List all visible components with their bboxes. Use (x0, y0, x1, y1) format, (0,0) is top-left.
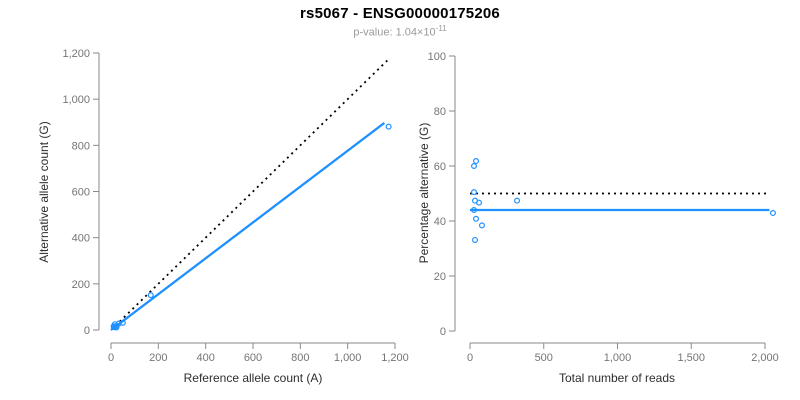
x-tick-label: 1,500 (677, 352, 705, 364)
allele-counts-scatter: 0 200 400 600 800 1,000 1,200 0 200 400 600 800 1,00… (62, 48, 408, 364)
pvalue-exponent: -11 (435, 24, 447, 33)
right-yaxis-title: Percentage alternative (G) (417, 123, 431, 264)
y-tick-label: 1,000 (62, 94, 90, 106)
plot-subtitle: p-value: 1.04×10-11 (0, 24, 800, 39)
x-tick-label: 0 (108, 352, 114, 364)
data-point (472, 236, 479, 243)
left-yaxis-title: Alternative allele count (G) (37, 121, 51, 262)
y-tick-label: 400 (72, 233, 90, 245)
y-tick-label: 60 (434, 161, 446, 173)
x-tick-label: 1,000 (604, 352, 632, 364)
identity-line (110, 59, 389, 331)
fit-line (110, 122, 386, 331)
y-tick-label: 20 (434, 271, 446, 283)
y-tick-label: 1,200 (62, 48, 90, 60)
y-tick-label: 0 (440, 326, 446, 338)
y-tick-label: 80 (434, 106, 446, 118)
data-point (470, 189, 477, 196)
data-point (119, 319, 126, 326)
y-tick-label: 40 (434, 216, 446, 228)
data-point (113, 324, 120, 331)
data-point (470, 163, 477, 170)
data-point (473, 215, 480, 222)
pvalue-base: 1.04×10 (395, 26, 436, 39)
y-tick-label: 0 (84, 325, 90, 337)
data-point (470, 207, 477, 214)
x-tick-label: 0 (467, 352, 473, 364)
x-tick-label: 600 (244, 352, 262, 364)
data-point (478, 222, 485, 229)
percentage-vs-reads-scatter: 0 20 40 60 80 100 0 500 1,000 1,500 2,000 (428, 51, 779, 364)
data-point (147, 292, 154, 299)
x-tick-label: 1,200 (381, 352, 409, 364)
x-tick-label: 200 (149, 352, 167, 364)
data-point (473, 158, 480, 165)
left-xaxis-title: Reference allele count (A) (184, 371, 323, 385)
x-tick-label: 500 (535, 352, 553, 364)
y-tick-label: 800 (72, 140, 90, 152)
data-point (475, 199, 482, 206)
data-point (769, 210, 776, 217)
y-tick-label: 600 (72, 187, 90, 199)
x-tick-label: 2,000 (751, 352, 779, 364)
plot-title: rs5067 - ENSG00000175206 (300, 5, 500, 22)
x-tick-label: 800 (291, 352, 309, 364)
data-point (385, 123, 392, 130)
y-tick-label: 200 (72, 279, 90, 291)
x-tick-label: 1,000 (334, 352, 362, 364)
right-xaxis-title: Total number of reads (559, 371, 675, 385)
pvalue-label: p-value: (353, 26, 396, 39)
y-tick-label: 100 (428, 51, 446, 63)
data-point (514, 197, 521, 204)
x-tick-label: 400 (196, 352, 214, 364)
